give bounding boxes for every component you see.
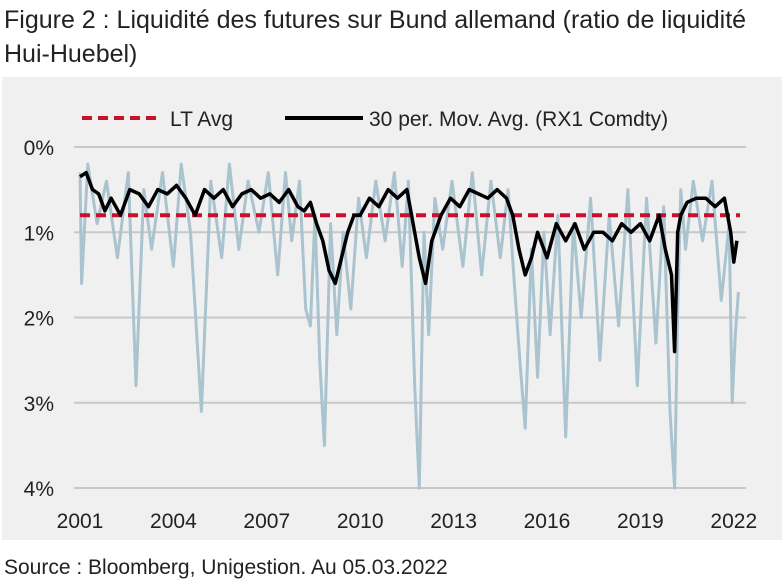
x-tick-label: 2001 <box>57 510 104 533</box>
moving-average-line <box>79 170 739 354</box>
x-axis-labels: 2001 2004 2007 2010 2013 2016 2019 2022 <box>57 510 757 533</box>
y-axis-labels: 0% 1% 2% 3% 4% <box>24 137 54 501</box>
y-tick-label: 3% <box>24 393 54 416</box>
source-note: Source : Bloomberg, Unigestion. Au 05.03… <box>4 556 448 579</box>
legend-mov-avg-label: 30 per. Mov. Avg. (RX1 Comdty) <box>369 108 668 131</box>
legend-lt-avg-label: LT Avg <box>170 108 233 131</box>
moving-average-group <box>79 170 739 354</box>
x-tick-label: 2019 <box>617 510 664 533</box>
raw-series-group <box>78 162 740 490</box>
x-tick-label: 2016 <box>524 510 571 533</box>
y-tick-label: 2% <box>24 308 54 331</box>
x-tick-label: 2010 <box>337 510 384 533</box>
raw-series-line <box>78 162 740 490</box>
x-tick-label: 2022 <box>710 510 757 533</box>
y-tick-label: 4% <box>24 478 54 501</box>
legend: LT Avg 30 per. Mov. Avg. (RX1 Comdty) <box>82 108 668 131</box>
x-tick-label: 2007 <box>243 510 290 533</box>
y-tick-label: 0% <box>24 137 54 160</box>
x-tick-label: 2004 <box>150 510 197 533</box>
x-tick-label: 2013 <box>430 510 477 533</box>
y-tick-label: 1% <box>24 222 54 245</box>
figure-title: Figure 2 : Liquidité des futures sur Bun… <box>4 6 747 68</box>
